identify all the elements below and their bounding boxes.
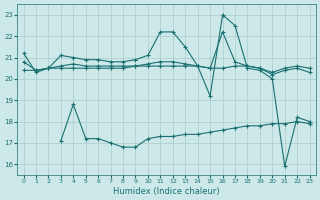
X-axis label: Humidex (Indice chaleur): Humidex (Indice chaleur) — [113, 187, 220, 196]
